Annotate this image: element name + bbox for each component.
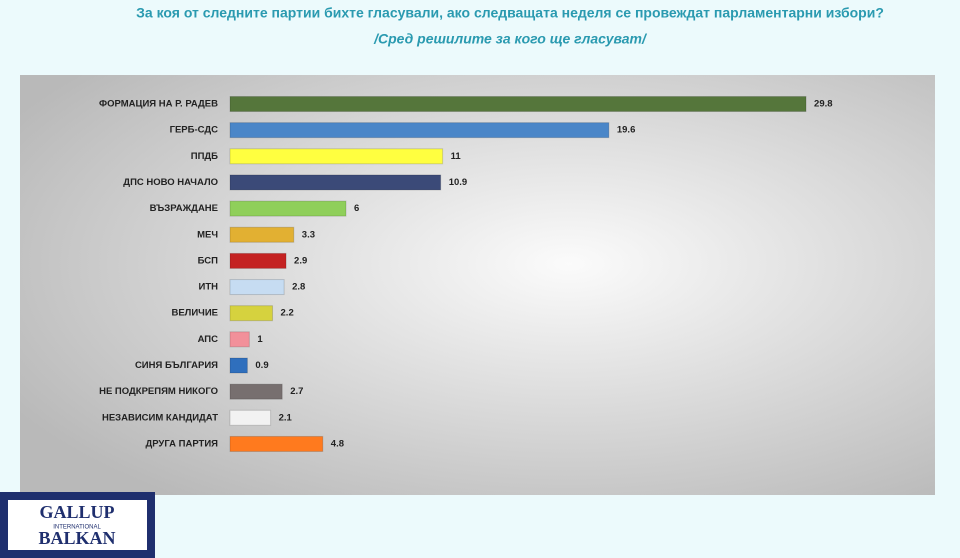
category-label: БСП — [198, 255, 219, 266]
value-label: 1 — [257, 334, 263, 345]
category-label: МЕЧ — [197, 229, 218, 240]
bar — [229, 331, 250, 348]
logo-inner — [8, 500, 147, 550]
category-label: ДРУГА ПАРТИЯ — [145, 438, 218, 449]
chart-subtitle: /Сред решилите за кого ще гласуват/ — [373, 31, 648, 47]
value-label: 2.7 — [290, 386, 303, 397]
chart-title: За коя от следните партии бихте гласувал… — [136, 5, 884, 21]
logo-text: BALKAN — [38, 528, 115, 548]
bar — [229, 174, 442, 191]
value-label: 2.9 — [294, 255, 307, 266]
bar — [229, 383, 283, 400]
category-label: НЕ ПОДКРЕПЯМ НИКОГО — [99, 386, 218, 397]
bar — [229, 96, 807, 112]
bar — [229, 357, 248, 374]
category-label: АПС — [198, 334, 219, 345]
value-label: 0.9 — [255, 360, 268, 371]
bar — [229, 409, 272, 426]
logo-text: GALLUP — [39, 502, 114, 522]
bar — [229, 435, 324, 452]
value-label: 3.3 — [302, 229, 315, 240]
category-label: ВЕЛИЧИЕ — [171, 308, 218, 319]
bar — [229, 305, 274, 322]
bar — [229, 122, 610, 139]
bar — [229, 226, 295, 243]
category-label: ГЕРБ-СДС — [170, 125, 219, 136]
value-label: 4.8 — [331, 438, 344, 449]
plot-panel — [20, 75, 935, 495]
value-label: 2.2 — [281, 308, 294, 319]
bar — [229, 200, 347, 217]
category-label: ДПС НОВО НАЧАЛО — [123, 177, 218, 188]
category-label: НЕЗАВИСИМ КАНДИДАТ — [102, 412, 218, 423]
value-label: 2.1 — [279, 412, 293, 423]
category-label: СИНЯ БЪЛГАРИЯ — [135, 360, 218, 371]
value-label: 6 — [354, 203, 359, 214]
bar — [229, 279, 285, 296]
value-label: 19.6 — [617, 125, 636, 136]
value-label: 11 — [451, 151, 462, 162]
bar — [229, 252, 287, 269]
bar — [229, 148, 444, 165]
category-label: ФОРМАЦИЯ НА Р. РАДЕВ — [99, 99, 218, 110]
category-label: ИТН — [199, 282, 219, 293]
value-label: 2.8 — [292, 282, 305, 293]
value-label: 29.8 — [814, 99, 833, 110]
category-label: ППДБ — [191, 151, 218, 162]
logo-text: INTERNATIONAL — [53, 525, 101, 531]
category-label: ВЪЗРАЖДАНЕ — [150, 203, 218, 214]
value-label: 10.9 — [449, 177, 468, 188]
